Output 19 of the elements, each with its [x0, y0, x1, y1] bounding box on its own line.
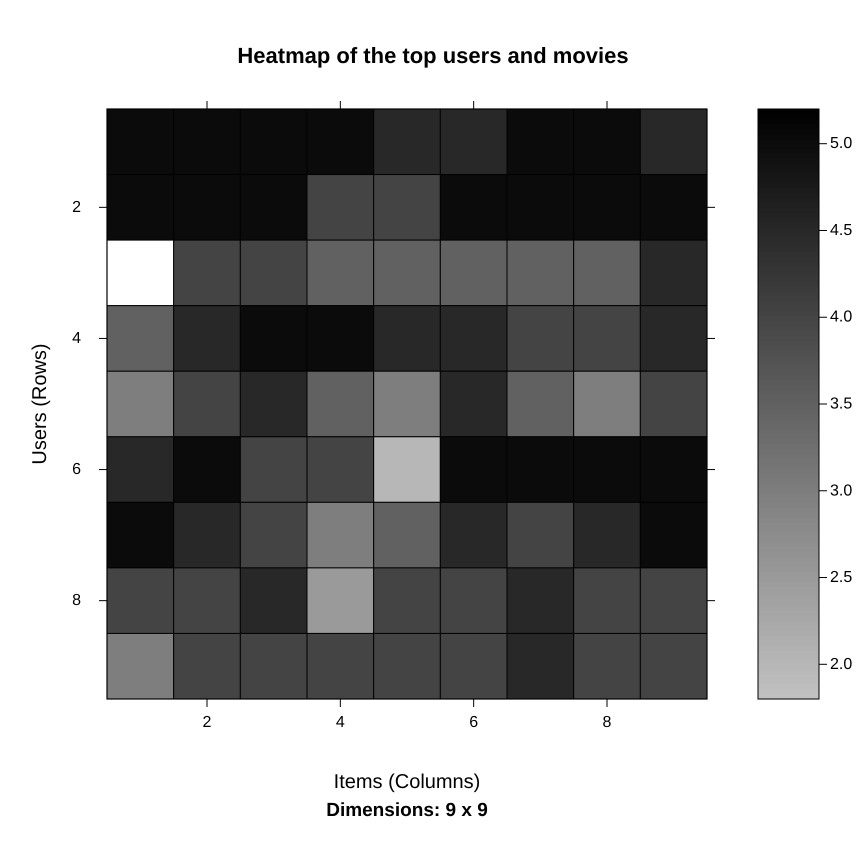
color-bar-label: 4.5 [830, 222, 852, 239]
color-bar-label: 5.0 [830, 135, 852, 152]
x-tick-label: 4 [336, 714, 345, 731]
y-tick-label: 8 [72, 592, 82, 610]
chart-title: Heatmap of the top users and movies [237, 43, 629, 68]
x-tick-label: 2 [202, 714, 212, 731]
color-bar-label: 4.0 [830, 308, 852, 326]
y-tick-label: 6 [72, 461, 82, 478]
x-tick-label: 8 [602, 714, 612, 731]
x-axis-title: Items (Columns) [334, 771, 480, 793]
color-bar-label: 2.0 [830, 656, 852, 673]
x-tick-label: 6 [469, 714, 478, 731]
y-tick-label: 4 [72, 330, 82, 347]
color-bar-label: 3.5 [830, 396, 852, 412]
color-bar-label: 3.0 [830, 482, 852, 500]
y-axis-title: Users (Rows) [29, 343, 51, 465]
color-bar-label: 2.5 [830, 569, 852, 586]
y-tick-label: 2 [72, 198, 82, 216]
text: Dimensions: 9 x 9 [326, 800, 488, 821]
